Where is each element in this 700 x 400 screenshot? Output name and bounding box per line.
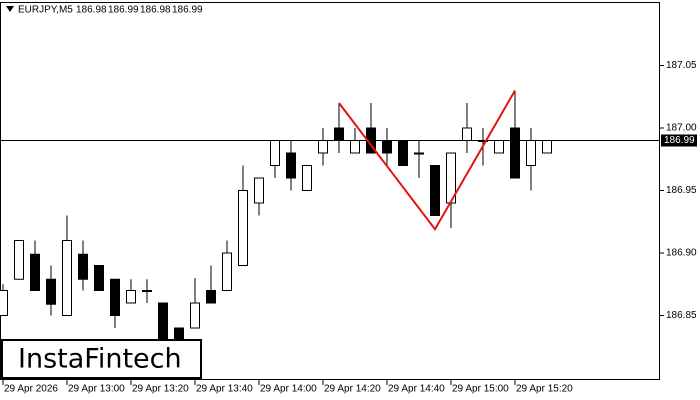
bull-body [14,240,24,280]
x-tick-label: 29 Apr 13:20 [132,384,189,395]
bear-body [430,165,440,216]
header-value: 186.99 [108,5,139,16]
bull-body [238,190,248,266]
bull-body [222,252,232,291]
x-tick-label: 29 Apr 13:00 [68,384,125,395]
pattern-line [338,90,516,232]
header-value: 186.98 [76,5,107,16]
bull-body [254,177,264,204]
bear-body [510,127,520,179]
x-tick-label: 29 Apr 14:40 [388,384,445,395]
bull-body [414,152,424,155]
bull-body [62,240,72,316]
bear-body [398,140,408,166]
header-value: 186.98 [140,5,171,16]
bull-body [270,140,280,166]
x-tick-label: 29 Apr 13:40 [196,384,253,395]
bear-body [78,253,88,280]
bear-body [382,140,392,154]
bear-body [286,152,296,179]
x-tick-label: 29 Apr 15:00 [452,384,509,395]
bull-body [542,140,552,154]
last-price-box [661,134,697,147]
bull-body [0,290,8,316]
logo: InstaFintech [18,344,182,375]
bull-body [526,140,536,166]
last-price-label: 186.99 [664,135,695,146]
y-tick-label: 187.00 [666,123,697,134]
y-tick-label: 186.85 [666,310,697,321]
bear-body [94,265,104,291]
bull-body [302,165,312,191]
bull-body [142,290,152,292]
y-tick-label: 187.05 [666,60,697,71]
bull-body [318,140,328,154]
symbol-icon [6,6,14,12]
x-tick-label: 29 Apr 2026 [4,384,58,395]
bull-body [126,290,136,304]
plot-frame [0,2,660,380]
header: EURJPY,M5 186.98 186.99 186.98 186.99 [6,5,203,16]
bear-body [110,278,120,316]
bear-body [46,278,56,305]
header-value: 186.99 [172,5,203,16]
x-tick-label: 29 Apr 15:20 [516,384,573,395]
bull-body [350,140,360,154]
symbol: EURJPY,M5 [18,5,73,16]
logo-box [1,339,202,379]
bear-body [30,253,40,291]
y-tick-label: 186.90 [666,248,697,259]
bull-body [190,302,200,329]
bull-body [462,127,472,141]
bear-body [334,127,344,141]
bull-body [494,140,504,154]
x-tick-label: 29 Apr 14:20 [324,384,381,395]
bear-body [206,290,216,304]
plot-area [0,90,552,351]
y-tick-label: 186.95 [666,185,697,196]
x-tick-label: 29 Apr 14:00 [260,384,317,395]
